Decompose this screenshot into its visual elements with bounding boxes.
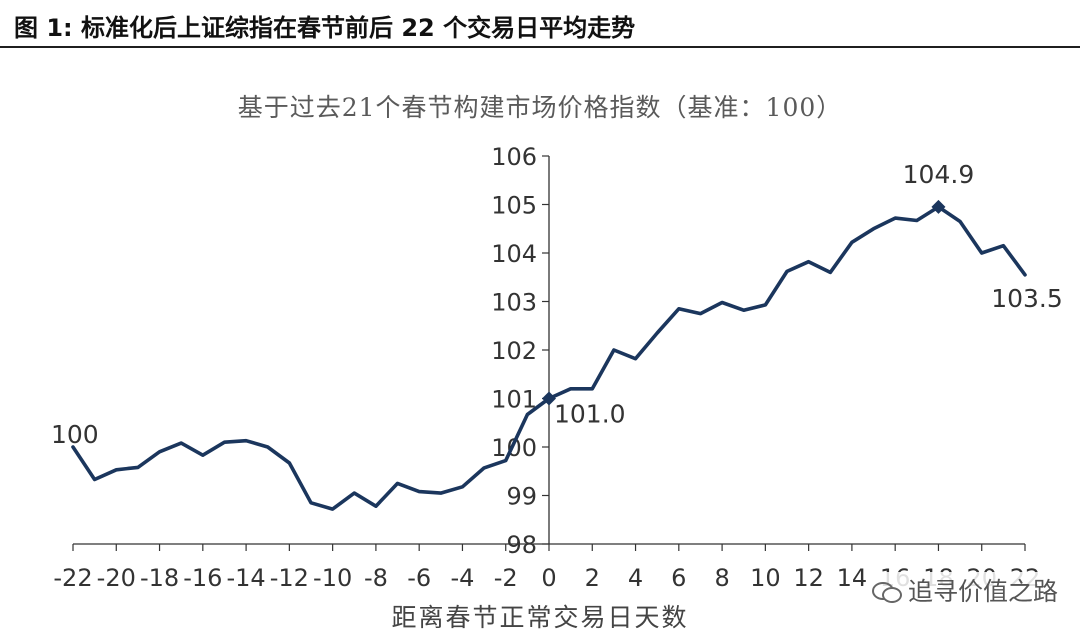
watermark: 追寻价值之路 (869, 572, 1060, 608)
data-point (569, 387, 572, 390)
x-tick-label: -18 (140, 564, 179, 592)
y-tick-label: 106 (491, 143, 537, 171)
data-point (721, 301, 724, 304)
chart-title: 基于过去21个春节构建市场价格指数（基准：100） (237, 93, 843, 122)
data-point (93, 478, 96, 481)
x-tick-label: 4 (628, 564, 643, 592)
data-point (180, 442, 183, 445)
data-point (418, 490, 421, 493)
data-point (872, 227, 875, 230)
x-tick-label: 8 (714, 564, 729, 592)
x-tick-label: -12 (270, 564, 309, 592)
data-point (223, 441, 226, 444)
data-point (504, 459, 507, 462)
y-tick-label: 101 (491, 386, 537, 414)
x-tick-label: -8 (364, 564, 388, 592)
data-point (136, 466, 139, 469)
data-point (353, 492, 356, 495)
data-point (634, 357, 637, 360)
x-axis-label: 距离春节正常交易日天数 (391, 603, 689, 632)
x-tick-label: 6 (671, 564, 686, 592)
data-point (158, 450, 161, 453)
x-tick-label: -2 (494, 564, 518, 592)
data-point (591, 387, 594, 390)
x-tick-label: -4 (450, 564, 474, 592)
data-point (245, 439, 248, 442)
data-point (483, 466, 486, 469)
x-tick-label: 14 (837, 564, 868, 592)
data-point (915, 219, 918, 222)
data-point (742, 309, 745, 312)
y-tick-label: 103 (491, 289, 537, 317)
data-point (980, 252, 983, 255)
header-divider (0, 46, 1080, 48)
diamond-marker (542, 391, 556, 406)
data-label: 100 (51, 420, 99, 449)
data-label: 101.0 (554, 400, 626, 429)
diamond-marker (931, 199, 946, 214)
data-label: 103.5 (991, 284, 1063, 313)
data-point (266, 446, 269, 449)
data-point (807, 260, 810, 263)
x-tick-label: -10 (313, 564, 352, 592)
data-point (829, 271, 832, 274)
x-tick-label: -14 (226, 564, 265, 592)
x-tick-label: -16 (183, 564, 222, 592)
data-point (115, 468, 118, 471)
y-tick-label: 104 (491, 240, 537, 268)
data-point (764, 303, 767, 306)
x-tick-label: -20 (97, 564, 136, 592)
data-point (331, 508, 334, 511)
data-point (526, 413, 529, 416)
x-tick-label: 0 (541, 564, 556, 592)
data-point (677, 307, 680, 310)
y-tick-label: 100 (491, 434, 537, 462)
data-point (894, 217, 897, 220)
figure-header: 图 1: 标准化后上证综指在春节前后 22 个交易日平均走势 (0, 0, 1080, 48)
x-tick-label: 12 (793, 564, 824, 592)
y-tick-label: 102 (491, 337, 537, 365)
data-point (439, 492, 442, 495)
data-point (959, 220, 962, 223)
wechat-icon (871, 578, 902, 603)
x-tick-label: -22 (53, 564, 92, 592)
x-tick-label: 10 (750, 564, 781, 592)
y-tick-label: 98 (506, 531, 537, 559)
data-point (786, 270, 789, 273)
data-point (201, 454, 204, 457)
data-point (699, 312, 702, 315)
x-tick-label: 2 (585, 564, 600, 592)
data-point (612, 349, 615, 352)
x-tick-label: -6 (407, 564, 431, 592)
data-point (374, 505, 377, 508)
data-point (310, 501, 313, 504)
watermark-text: 追寻价值之路 (907, 577, 1058, 606)
data-point (850, 241, 853, 244)
data-point (396, 482, 399, 485)
y-tick-label: 99 (506, 483, 537, 511)
figure-title: 图 1: 标准化后上证综指在春节前后 22 个交易日平均走势 (14, 14, 636, 42)
data-point (656, 332, 659, 335)
data-point (288, 462, 291, 465)
data-point (1024, 273, 1027, 276)
data-point (1002, 244, 1005, 247)
data-point (461, 485, 464, 488)
data-label: 104.9 (903, 160, 975, 189)
y-tick-label: 105 (491, 192, 537, 220)
